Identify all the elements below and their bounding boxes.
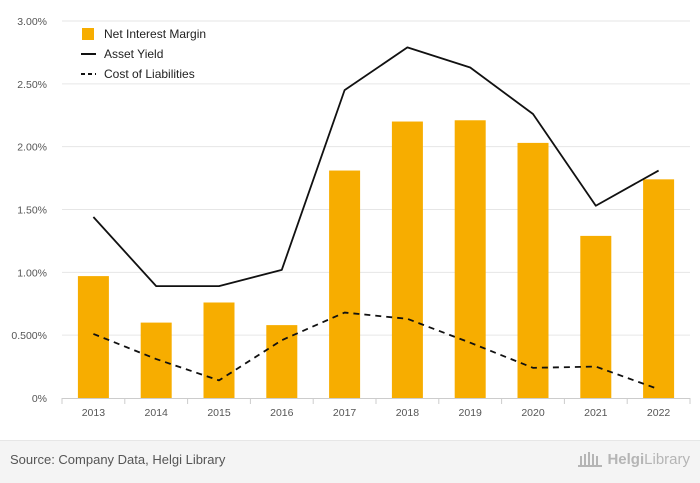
bar-2013 <box>77 276 109 398</box>
library-building-icon <box>578 452 603 467</box>
logo-text-library: Library <box>644 450 690 468</box>
legend-item[interactable]: Net Interest Margin <box>82 27 206 41</box>
legend-swatch-bar <box>82 28 94 40</box>
legend-label: Asset Yield <box>104 47 163 61</box>
x-tick-label: 2020 <box>521 407 545 419</box>
x-tick-label: 2018 <box>396 407 420 419</box>
bar-2016 <box>266 325 298 398</box>
logo-text-helgi: Helgi <box>607 450 645 468</box>
x-axis: 2013 2014 2015 2016 2017 2018 2019 2020 2021 2022 <box>61 398 691 419</box>
source-note: Source: Company Data, Helgi Library <box>10 452 226 467</box>
line-series <box>92 46 660 391</box>
x-tick-label: 2014 <box>145 407 169 419</box>
x-tick-label: 2015 <box>207 407 231 419</box>
x-tick-label: 2016 <box>270 407 294 419</box>
bar-2018 <box>391 121 423 399</box>
x-tick-label: 2013 <box>82 407 106 419</box>
y-tick-label: 1.50% <box>17 205 47 217</box>
y-tick-label: 2.00% <box>17 142 47 154</box>
x-tick-label: 2022 <box>647 407 671 419</box>
y-axis-tick-labels: 0% 0.500% 1.00% 1.50% 2.00% 2.50% 3.00% <box>11 16 47 405</box>
bar-2015 <box>203 302 235 398</box>
asset-yield-line <box>92 46 660 288</box>
helgi-library-logo[interactable]: HelgiLibrary <box>577 450 690 468</box>
bar-2020 <box>517 142 549 398</box>
cost-of-liabilities-line <box>93 311 659 391</box>
bar-2014 <box>140 322 172 398</box>
bar-2019 <box>454 120 486 398</box>
legend: Net Interest Margin Asset Yield Cost of Li… <box>81 27 206 81</box>
bar-2017 <box>329 170 361 398</box>
bar-2021 <box>580 235 612 398</box>
y-tick-label: 0.500% <box>11 330 47 342</box>
x-tick-label: 2021 <box>584 407 608 419</box>
bar-series-net-interest-margin <box>77 120 675 399</box>
legend-label: Net Interest Margin <box>104 27 206 41</box>
footer: Source: Company Data, Helgi Library Helg… <box>0 440 700 483</box>
legend-item[interactable]: Asset Yield <box>81 47 163 61</box>
y-tick-label: 3.00% <box>17 16 47 28</box>
x-tick-label: 2019 <box>459 407 483 419</box>
x-tick-label: 2017 <box>333 407 357 419</box>
y-tick-label: 2.50% <box>17 79 47 91</box>
bar-2022 <box>643 179 675 398</box>
y-tick-label: 1.00% <box>17 267 47 279</box>
legend-label: Cost of Liabilities <box>104 67 195 81</box>
y-tick-label: 0% <box>32 393 47 405</box>
legend-item[interactable]: Cost of Liabilities <box>81 67 195 81</box>
chart: 0%0.500%1.00%1.50%2.00%2.50%3.00% 2013 20… <box>11 16 691 419</box>
